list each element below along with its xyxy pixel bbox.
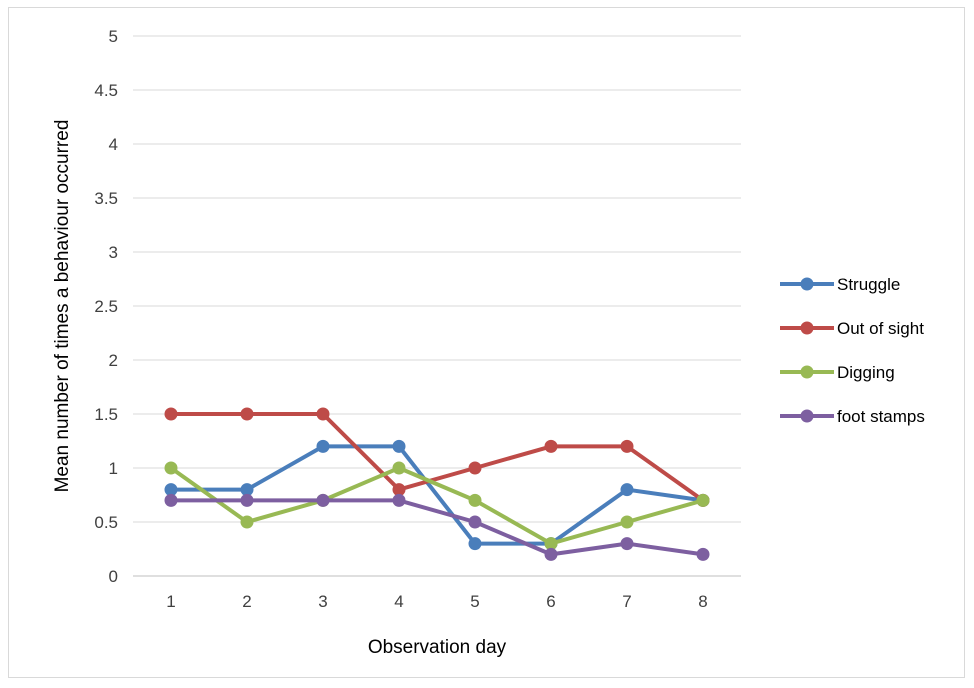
y-tick-label: 4.5 [94,81,118,100]
y-tick-label: 3.5 [94,189,118,208]
data-point [468,461,482,475]
data-point [468,537,482,551]
legend-marker [800,277,814,291]
y-tick-label: 3 [109,243,118,262]
x-tick-label: 5 [470,592,479,611]
legend-marker [800,409,814,423]
series-layer [164,407,710,561]
data-point [164,407,178,421]
data-point [240,515,254,529]
y-tick-label: 0 [109,567,118,586]
legend-marker [800,321,814,335]
data-point [620,515,634,529]
y-tick-label: 2.5 [94,297,118,316]
legend-entry: Out of sight [780,319,924,338]
x-tick-label: 4 [394,592,403,611]
data-point [468,493,482,507]
x-tick-label: 3 [318,592,327,611]
data-point [240,493,254,507]
series-foot-stamps [164,493,710,561]
data-point [316,439,330,453]
legend-label: Struggle [837,275,900,294]
x-axis-tick-labels: 1 2 3 4 5 6 7 8 [166,592,707,611]
y-tick-label: 4 [109,135,118,154]
y-tick-label: 1.5 [94,405,118,424]
data-point [620,483,634,497]
x-tick-label: 2 [242,592,251,611]
x-tick-label: 8 [698,592,707,611]
series-out-of-sight [164,407,710,507]
chart-area [8,7,965,678]
data-point [316,493,330,507]
series-line [169,412,705,503]
data-point [392,439,406,453]
y-tick-label: 1 [109,459,118,478]
legend-marker [800,365,814,379]
y-tick-label: 2 [109,351,118,370]
data-point [240,483,254,497]
data-point [316,407,330,421]
legend-label: Digging [837,363,895,382]
x-tick-label: 1 [166,592,175,611]
series-line [169,466,705,546]
data-point [544,547,558,561]
series-line [169,498,705,557]
data-point [392,483,406,497]
data-point [620,439,634,453]
data-point [468,515,482,529]
x-tick-label: 7 [622,592,631,611]
data-point [240,407,254,421]
y-tick-label: 0.5 [94,513,118,532]
data-point [164,483,178,497]
legend: Struggle Out of sight Digging foot stamps [780,275,925,426]
series-line [169,444,705,546]
y-axis-title: Mean number of times a behaviour occurre… [52,120,73,493]
x-axis-title: Observation day [368,637,507,658]
x-tick-label: 6 [546,592,555,611]
data-point [164,461,178,475]
gridlines [133,35,741,577]
legend-label: foot stamps [837,407,925,426]
data-point [696,547,710,561]
y-tick-label: 5 [109,27,118,46]
data-point [392,461,406,475]
data-point [696,493,710,507]
data-point [544,439,558,453]
data-point [544,537,558,551]
legend-entry: foot stamps [780,407,925,426]
data-point [164,493,178,507]
legend-entry: Struggle [780,275,900,294]
legend-entry: Digging [780,363,895,382]
legend-label: Out of sight [837,319,924,338]
data-point [392,493,406,507]
data-point [620,537,634,551]
y-axis-tick-labels: 0 0.5 1 1.5 2 2.5 3 3.5 4 4.5 5 [94,27,118,586]
